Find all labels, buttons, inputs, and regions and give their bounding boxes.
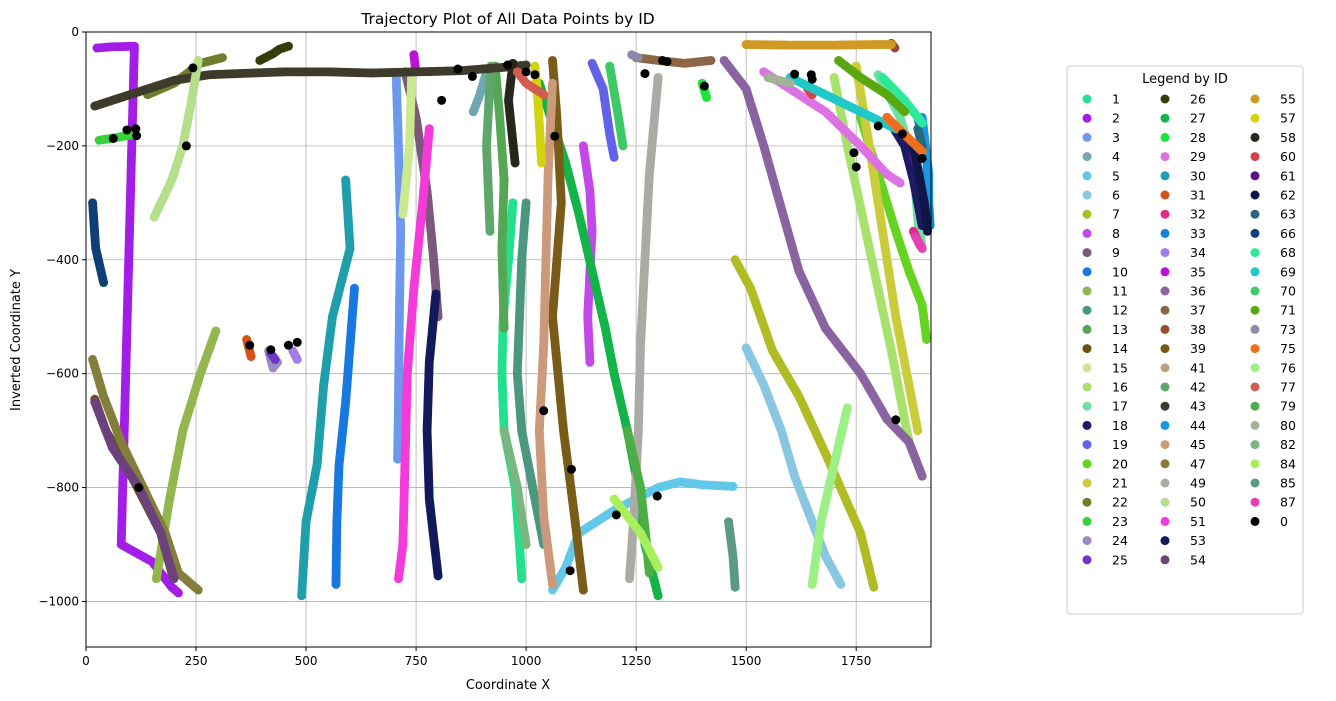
series-30 (297, 175, 355, 601)
data-point (393, 574, 403, 584)
data-point (653, 591, 663, 601)
chart-title: Trajectory Plot of All Data Points by ID (360, 10, 655, 28)
data-point (499, 323, 509, 333)
data-point (886, 40, 896, 50)
series-75 (882, 112, 927, 157)
series-6 (741, 343, 846, 589)
data-point (895, 178, 905, 188)
data-point (625, 574, 635, 584)
data-point (517, 574, 527, 584)
series-68 (878, 73, 927, 128)
data-point (173, 588, 183, 598)
data-point (433, 571, 443, 581)
data-point (393, 454, 403, 464)
data-point (913, 426, 923, 436)
plot-area (88, 38, 935, 601)
series-79 (622, 426, 654, 578)
data-point (149, 212, 159, 222)
series-58 (504, 58, 520, 168)
data-point (331, 579, 341, 589)
series-51 (393, 124, 434, 584)
series-26 (255, 41, 293, 65)
series-55 (741, 40, 896, 50)
data-point (578, 585, 588, 595)
data-point (585, 357, 595, 367)
data-point (292, 354, 302, 364)
data-point (297, 591, 307, 601)
series-62 (908, 141, 932, 236)
data-point (398, 209, 408, 219)
data-point (922, 226, 932, 236)
series-76 (807, 403, 852, 589)
data-point (548, 579, 558, 589)
series-53 (422, 289, 443, 581)
series-66 (88, 198, 109, 288)
series-73 (627, 50, 643, 63)
grid (85, 31, 931, 647)
data-point (702, 92, 712, 102)
series-43 (90, 60, 531, 111)
data-point (217, 53, 227, 63)
data-point (900, 107, 910, 117)
series-12 (512, 198, 549, 549)
series-49 (625, 73, 663, 584)
data-point (807, 579, 817, 589)
data-point (917, 118, 927, 128)
data-point (706, 55, 716, 65)
series-36 (719, 55, 927, 481)
data-point (193, 585, 203, 595)
series-37 (631, 53, 716, 68)
data-point (917, 147, 927, 157)
series-69 (785, 73, 901, 134)
data-point (169, 574, 179, 584)
series-10 (331, 283, 359, 589)
series-19 (587, 58, 619, 162)
series-50 (149, 55, 203, 222)
series-3 (391, 73, 406, 464)
data-point (270, 354, 280, 364)
data-point (917, 471, 927, 481)
data-point (510, 158, 520, 168)
data-point (728, 481, 738, 491)
data-point (246, 352, 256, 362)
data-point (211, 326, 221, 336)
data-point (922, 335, 932, 344)
data-point (99, 278, 109, 288)
data-point (609, 152, 619, 162)
series-71 (834, 55, 910, 117)
series-77 (512, 67, 549, 100)
series-34 (288, 346, 302, 364)
data-point (869, 582, 879, 592)
series-70 (605, 61, 628, 151)
data-point (283, 41, 293, 51)
data-point (539, 90, 549, 100)
data-point (633, 53, 643, 63)
series-15 (398, 70, 417, 219)
data-point (521, 60, 531, 70)
data-point (537, 158, 547, 168)
data-point (618, 141, 628, 151)
data-point (836, 579, 846, 589)
data-point (485, 226, 495, 236)
series-13 (490, 61, 509, 333)
